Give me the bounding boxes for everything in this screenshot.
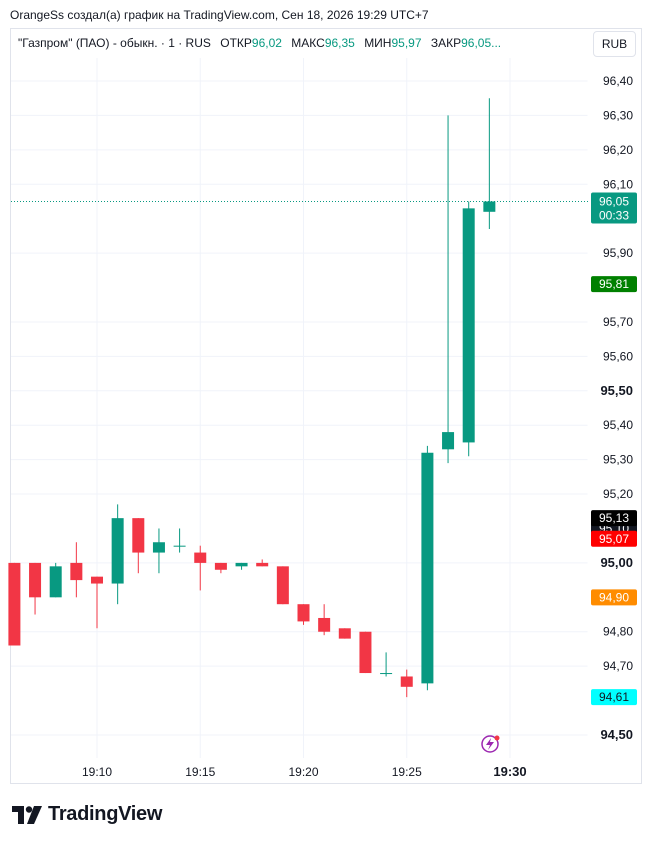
low-label: МИН: [364, 36, 392, 50]
chart-frame: [10, 28, 642, 784]
y-tick-label: 94,50: [600, 727, 633, 742]
candle-body[interactable]: [483, 201, 496, 212]
y-tick-label: 95,20: [603, 487, 633, 501]
candlestick-chart[interactable]: 96,40 96,30 96,20 96,10 95,90 95,70 95,60 95,50…: [0, 0, 652, 790]
symbol-name[interactable]: "Газпром" (ПАО) - обыкн. · 1 · RUS: [18, 36, 211, 50]
candle-body[interactable]: [29, 562, 42, 598]
close-label: ЗАКР: [430, 36, 462, 50]
price-marker-label: 95,07: [599, 532, 629, 546]
bar-countdown-label: 00:33: [599, 208, 629, 222]
tradingview-brand: TradingView: [48, 803, 163, 825]
candle-body[interactable]: [214, 562, 227, 570]
high-label: МАКС: [291, 36, 325, 50]
high-value: 96,35: [324, 36, 355, 50]
candle-body[interactable]: [8, 562, 21, 646]
event-dot-icon: [494, 735, 500, 741]
candle-body[interactable]: [421, 452, 434, 684]
event-flash-icon[interactable]: [481, 735, 499, 753]
price-marker-label: 95,81: [599, 277, 629, 291]
y-tick-label: 95,50: [600, 383, 633, 398]
candle-body[interactable]: [462, 208, 475, 443]
candle-body[interactable]: [442, 432, 455, 450]
candle-body[interactable]: [297, 604, 310, 622]
x-tick-label: 19:10: [82, 765, 112, 779]
y-tick-label: 95,60: [603, 349, 633, 363]
x-tick-label: 19:20: [288, 765, 318, 779]
y-tick-label: 95,90: [603, 246, 633, 260]
candle-body[interactable]: [276, 566, 289, 605]
open-value: 96,02: [251, 36, 282, 50]
candle-body[interactable]: [338, 628, 351, 639]
tradingview-footer: TradingView: [12, 803, 162, 826]
candle-body[interactable]: [235, 562, 248, 567]
candle-body[interactable]: [194, 552, 207, 563]
price-marker-label: 94,61: [599, 690, 629, 704]
candle-body[interactable]: [256, 562, 269, 567]
candle-body[interactable]: [49, 566, 62, 598]
y-tick-label: 94,70: [603, 659, 633, 673]
y-tick-label: 95,70: [603, 315, 633, 329]
x-tick-label: 19:15: [185, 765, 215, 779]
candle-body[interactable]: [152, 542, 165, 553]
candle-body[interactable]: [111, 518, 124, 584]
candle-body[interactable]: [380, 673, 393, 675]
x-tick-label: 19:25: [392, 765, 422, 779]
current-price-badge: [591, 192, 637, 224]
tradingview-logo-icon: [12, 805, 42, 824]
price-marker-label-bg: [591, 530, 637, 547]
y-tick-label: 95,00: [600, 555, 633, 570]
y-tick-label: 96,40: [603, 74, 633, 88]
current-price-label: 96,05: [599, 194, 629, 208]
candle-body[interactable]: [70, 562, 83, 581]
price-marker-label-bg: [591, 510, 637, 527]
low-value: 95,97: [391, 36, 422, 50]
candle-body[interactable]: [359, 631, 372, 674]
candle-body[interactable]: [132, 518, 145, 553]
y-tick-label: 95,40: [603, 418, 633, 432]
y-tick-label: 96,30: [603, 108, 633, 122]
chart-creator-caption: OrangeSs создал(а) график на TradingView…: [10, 8, 429, 22]
currency-button[interactable]: RUB: [593, 31, 636, 57]
candle-body[interactable]: [318, 617, 331, 632]
candle-body[interactable]: [173, 545, 186, 547]
y-tick-label: 94,80: [603, 625, 633, 639]
price-marker-label-bg: [591, 589, 637, 606]
y-tick-label: 96,20: [603, 143, 633, 157]
close-value: 96,05...: [461, 36, 502, 50]
symbol-legend: "Газпром" (ПАО) - обыкн. · 1 · RUS ОТКР9…: [18, 36, 501, 50]
y-tick-label: 96,10: [603, 177, 633, 191]
candle-body[interactable]: [91, 576, 103, 584]
lightning-icon: [486, 738, 494, 750]
price-marker-label-bg: [591, 276, 637, 293]
price-marker-label: 94,90: [599, 590, 629, 604]
candle-body[interactable]: [400, 676, 413, 687]
x-tick-label: 19:30: [493, 764, 526, 779]
open-label: ОТКР: [220, 36, 252, 50]
price-marker-label: 95,13: [599, 511, 629, 525]
price-marker-label-bg: [591, 689, 637, 706]
y-tick-label: 95,30: [603, 453, 633, 467]
